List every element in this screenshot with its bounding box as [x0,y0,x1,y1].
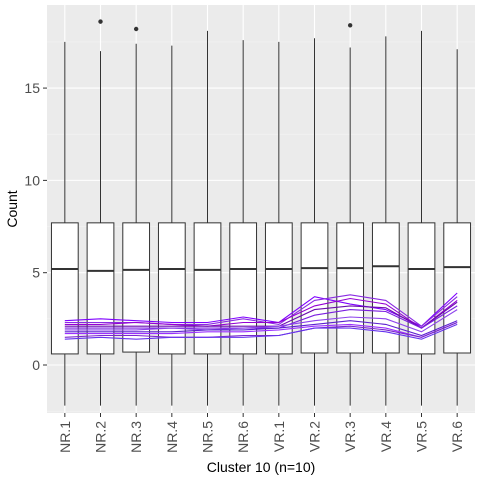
box [157,222,186,355]
x-tick-label-NR.3: NR.3 [128,421,144,453]
outlier-point [347,23,353,28]
x-tick-label-VR.3: VR.3 [342,421,358,452]
plot-panel [47,5,475,413]
series-line-1 [64,292,458,327]
box [193,222,222,355]
y-tick-label: 0 [32,357,40,373]
box [50,222,79,355]
y-tick-label: 5 [32,265,40,281]
outlier-point [133,26,139,32]
box [229,222,258,355]
series-line-5 [64,305,458,329]
outlier-point [98,19,103,24]
boxplot-VR.6 [443,49,472,406]
x-tick-label-NR.4: NR.4 [164,421,180,453]
y-axis: 0 5 10 15 [24,80,47,373]
box [264,222,293,355]
series-line-4 [64,301,458,329]
box [300,222,329,354]
box [86,222,115,355]
y-tick-label: 15 [24,80,40,96]
series-line-6 [64,309,458,333]
x-tick-label-VR.2: VR.2 [307,421,323,452]
boxplot-VR.2 [300,38,329,406]
boxplot-NR.3 [122,26,151,406]
boxplot-VR.3 [336,23,365,406]
series-line-3 [64,297,458,329]
box [443,222,472,354]
x-tick-label-NR.2: NR.2 [93,421,109,453]
box [336,222,365,354]
box [122,222,151,353]
x-tick-label-VR.6: VR.6 [449,421,465,452]
x-tick-label-NR.1: NR.1 [57,421,73,453]
box [407,222,436,355]
cluster-lines [64,292,458,340]
series-line-8 [64,321,458,338]
x-axis-title: Cluster 10 (n=10) [207,459,316,475]
x-tick-label-NR.5: NR.5 [200,421,216,453]
boxplot-VR.1 [264,41,293,406]
x-axis: NR.1 NR.2 NR.3 NR.4 NR.5 NR.6 VR.1 VR.2 VR.3 VR.4… [57,413,465,453]
series-line-7 [64,320,458,337]
y-tick-label: 10 [24,172,40,188]
x-tick-label-VR.1: VR.1 [271,421,287,452]
x-tick-label-VR.5: VR.5 [414,421,430,452]
series-line-10 [64,323,458,340]
y-axis-title: Count [4,190,20,227]
x-tick-label-VR.4: VR.4 [378,421,394,452]
series-line-9 [64,321,458,338]
x-tick-label-NR.6: NR.6 [235,421,251,453]
